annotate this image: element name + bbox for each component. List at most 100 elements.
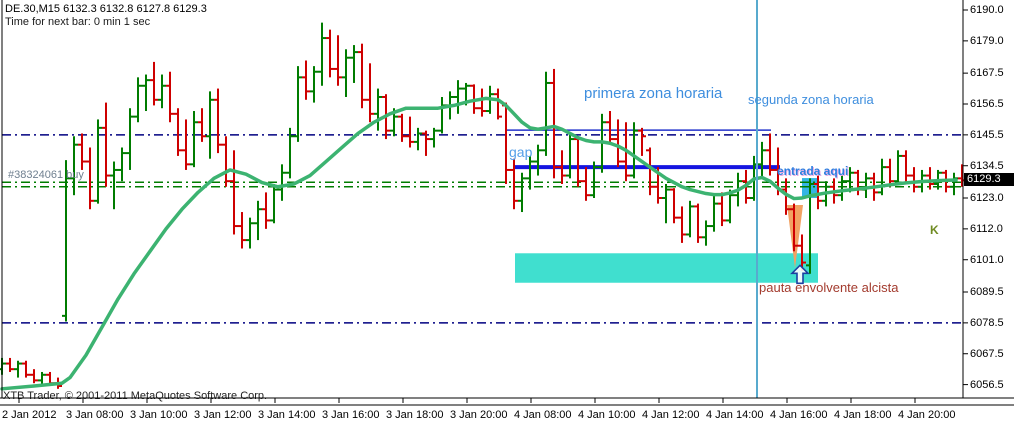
moving-average xyxy=(0,96,958,391)
ohlc-bar xyxy=(926,167,934,190)
ohlc-bar xyxy=(406,116,414,148)
ohlc-bar xyxy=(206,91,214,159)
ohlc-bar xyxy=(670,188,678,224)
ohlc-bar xyxy=(102,102,110,187)
ohlc-bar xyxy=(862,172,870,199)
ohlc-bar xyxy=(566,133,574,179)
ohlc-bar xyxy=(286,127,294,179)
ohlc-bar xyxy=(254,200,262,241)
ohlc-bar xyxy=(894,150,902,184)
ohlc-bar xyxy=(214,88,222,154)
ohlc-bar xyxy=(230,150,238,235)
next-bar-countdown: Time for next bar: 0 min 1 sec xyxy=(5,16,151,28)
ohlc-bar xyxy=(222,136,230,187)
ohlc-bar xyxy=(142,74,150,112)
chart-symbol-ohlc-title: DE.30,M15 6132.3 6132.8 6127.8 6129.3 xyxy=(5,3,207,15)
ohlc-bar xyxy=(510,158,518,210)
ohlc-bar xyxy=(638,127,646,156)
ohlc-bar xyxy=(334,35,342,86)
ohlc-bar xyxy=(590,161,598,199)
ohlc-bar xyxy=(630,122,638,179)
ohlc-bar xyxy=(22,360,30,378)
ohlc-bar xyxy=(526,155,534,190)
ohlc-bar xyxy=(134,77,142,123)
ohlc-bar xyxy=(838,175,846,201)
current-price-box: 6129.3 xyxy=(964,173,1014,187)
ohlc-bar xyxy=(710,195,718,232)
ohlc-bar xyxy=(790,203,798,252)
ohlc-bar xyxy=(342,49,350,97)
ohlc-bar xyxy=(366,63,374,123)
ohlc-bar xyxy=(318,22,326,86)
ohlc-bar xyxy=(454,80,462,114)
ohlc-bar xyxy=(14,360,22,378)
ohlc-bar xyxy=(606,111,614,145)
ohlc-bar xyxy=(910,167,918,193)
ohlc-bar xyxy=(174,108,182,156)
support-zone-rect xyxy=(515,253,818,283)
ohlc-bar xyxy=(550,68,558,179)
ohlc-bar xyxy=(614,119,622,168)
ohlc-bar xyxy=(94,119,102,204)
ohlc-bar xyxy=(718,192,726,227)
ohlc-bar xyxy=(678,206,686,243)
ohlc-bar xyxy=(758,141,766,179)
ohlc-bar xyxy=(438,96,446,134)
annotation-gap: gap xyxy=(509,144,533,160)
annotation-k: K xyxy=(930,223,939,237)
annotation-pauta-envolvente-alcista: pauta envolvente alcista xyxy=(759,280,899,295)
ohlc-bar xyxy=(0,357,6,375)
ohlc-bar xyxy=(422,130,430,156)
ohlc-bar xyxy=(238,212,246,249)
ohlc-bar xyxy=(302,60,310,100)
ohlc-bar xyxy=(326,29,334,78)
ohlc-bar xyxy=(398,113,406,142)
ohlc-bar xyxy=(646,147,654,196)
ohlc-bar xyxy=(494,88,502,120)
annotation-segunda-zona-horaria: segunda zona horaria xyxy=(748,92,874,107)
ohlc-bar xyxy=(182,119,190,170)
ohlc-bar xyxy=(814,175,822,210)
ohlc-bar xyxy=(110,161,118,210)
ohlc-bar xyxy=(278,164,286,201)
buy-order-label: #38324061 buy xyxy=(8,169,84,181)
ohlc-bar xyxy=(950,172,958,196)
ohlc-bar xyxy=(166,71,174,123)
ohlc-bar xyxy=(118,147,126,182)
ohlc-bar xyxy=(694,203,702,243)
annotation-entrada-aqui: entrada aqui xyxy=(777,164,849,178)
ohlc-bar xyxy=(558,150,566,184)
ohlc-bar xyxy=(126,108,134,170)
ohlc-bar xyxy=(262,192,270,229)
annotation-primera-zona-horaria: primera zona horaria xyxy=(584,85,723,102)
ohlc-bar xyxy=(190,111,198,168)
ohlc-bar xyxy=(350,45,358,83)
ohlc-bar xyxy=(542,71,550,156)
ohlc-bar xyxy=(686,200,694,238)
ohlc-bar xyxy=(86,147,94,210)
ohlc-bar xyxy=(886,158,894,187)
ohlc-bar xyxy=(294,66,302,142)
ohlc-bar xyxy=(518,172,526,213)
ohlc-bar xyxy=(30,369,38,384)
ohlc-bar xyxy=(902,150,910,184)
ohlc-bar xyxy=(374,88,382,131)
ohlc-bar xyxy=(62,160,70,322)
ohlc-bar xyxy=(478,88,486,117)
ohlc-bar xyxy=(310,66,318,103)
ohlc-bar xyxy=(246,217,254,249)
ohlc-bar xyxy=(574,136,582,187)
ohlc-bar xyxy=(198,108,206,142)
ohlc-bar xyxy=(766,133,774,176)
ohlc-bar xyxy=(662,183,670,224)
ohlc-bar xyxy=(150,61,158,106)
ohlc-bar xyxy=(158,74,166,109)
copyright-watermark: XTB Trader, © 2001-2011 MetaQuotes Softw… xyxy=(3,390,268,402)
ohlc-bar xyxy=(270,183,278,224)
ohlc-bar xyxy=(414,127,422,151)
ohlc-bar xyxy=(582,167,590,201)
ohlc-bar xyxy=(878,158,886,196)
ohlc-bar xyxy=(358,43,366,109)
